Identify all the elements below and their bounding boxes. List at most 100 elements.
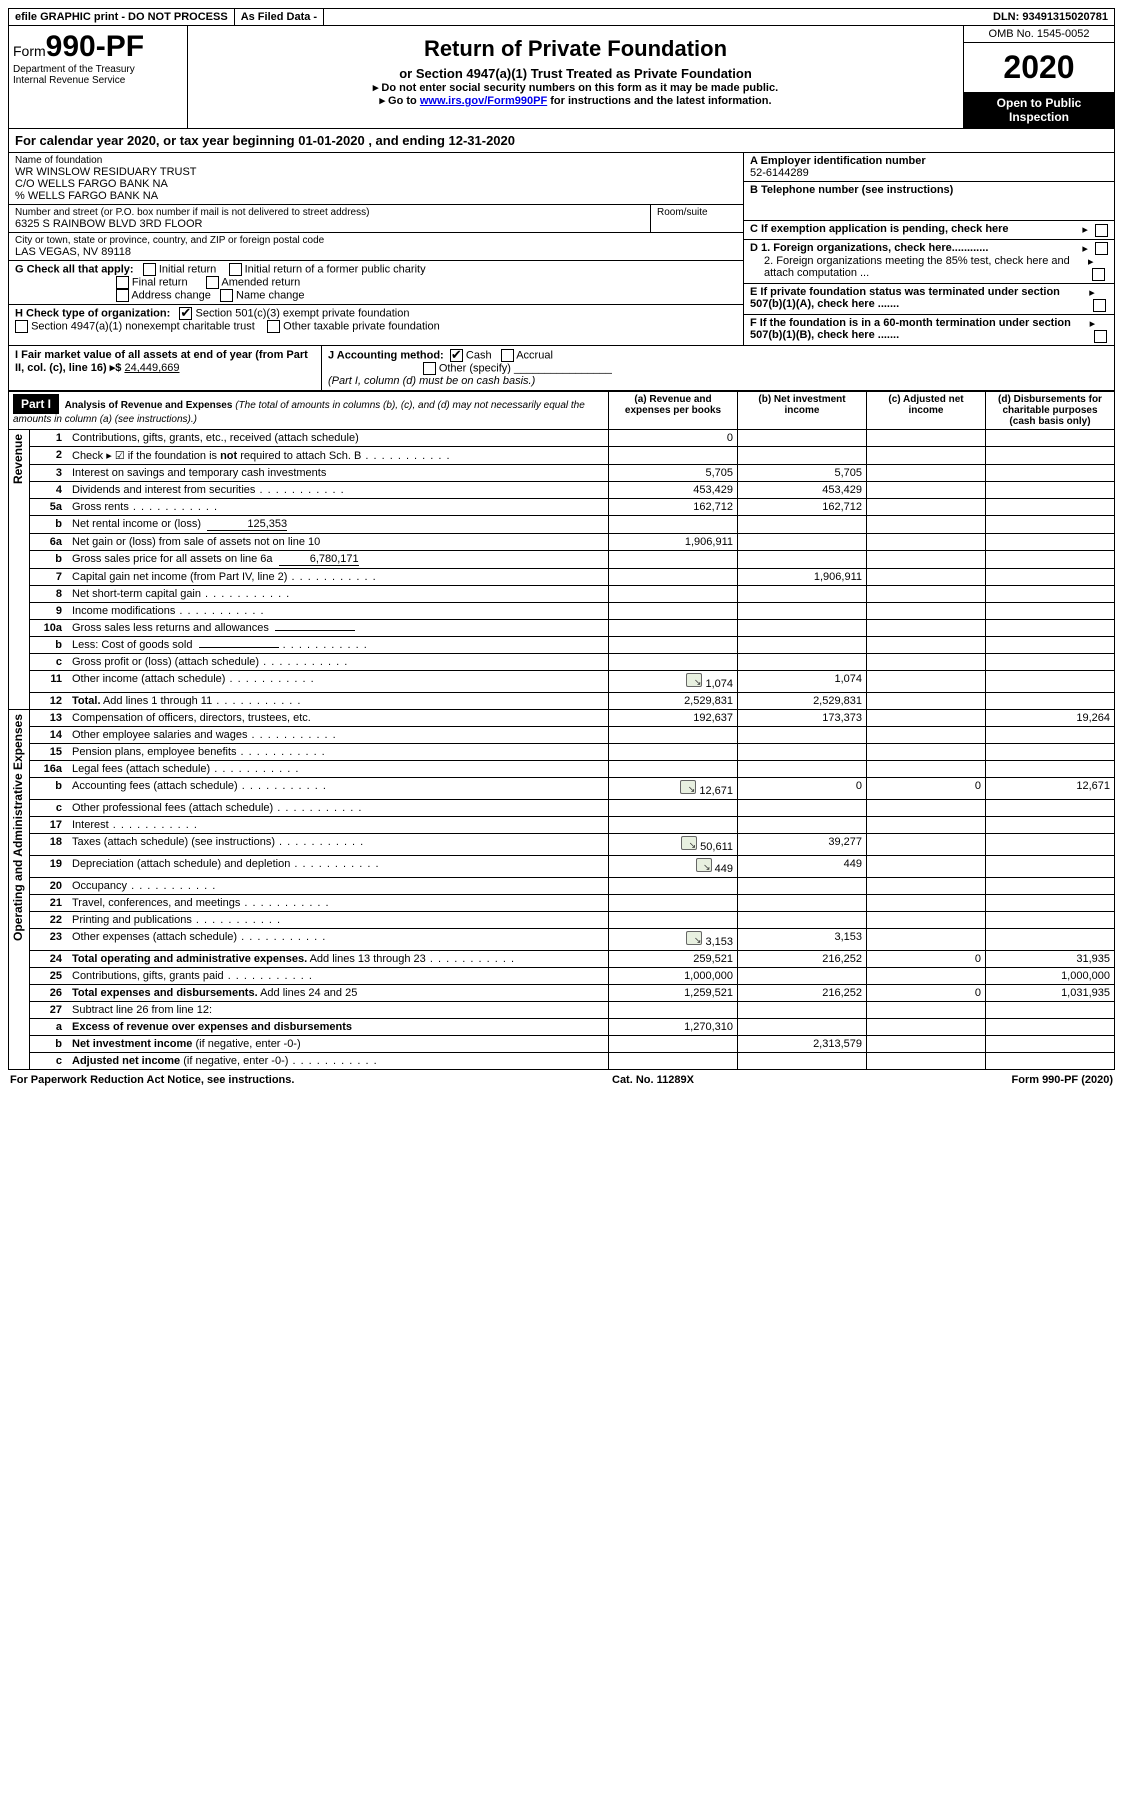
line-number: 15 (30, 744, 69, 761)
amount-cell (867, 430, 986, 447)
g-opt-addr: Address change (131, 289, 211, 301)
amount-cell (867, 710, 986, 727)
foundation-pct: % WELLS FARGO BANK NA (15, 190, 737, 202)
line-description: Printing and publications (68, 912, 609, 929)
line-description: Total operating and administrative expen… (68, 951, 609, 968)
schedule-icon[interactable] (696, 858, 712, 872)
amount-cell: 1,906,911 (609, 534, 738, 551)
line-number: 19 (30, 856, 69, 878)
line-description: Gross sales less returns and allowances (68, 620, 609, 637)
c-check[interactable] (1095, 224, 1108, 237)
line-number: 4 (30, 482, 69, 499)
schedule-icon[interactable] (680, 780, 696, 794)
line-description: Income modifications (68, 603, 609, 620)
line-description: Capital gain net income (from Part IV, l… (68, 569, 609, 586)
room-suite-label: Room/suite (650, 205, 743, 232)
other-method-check[interactable] (423, 362, 436, 375)
line-description: Occupancy (68, 878, 609, 895)
amount-cell (867, 482, 986, 499)
amount-cell (738, 744, 867, 761)
amount-cell: 1,074 (609, 671, 738, 693)
amount-cell: 216,252 (738, 985, 867, 1002)
section-4947-check[interactable] (15, 320, 28, 333)
d1-label: D 1. Foreign organizations, check here..… (750, 242, 988, 254)
amount-cell (867, 1019, 986, 1036)
f-check[interactable] (1094, 330, 1107, 343)
table-row: 15Pension plans, employee benefits (9, 744, 1115, 761)
amount-cell (609, 1053, 738, 1070)
amount-cell (738, 727, 867, 744)
amended-return-check[interactable] (206, 276, 219, 289)
line-number: 27 (30, 1002, 69, 1019)
amount-cell (867, 968, 986, 985)
amount-cell: 1,000,000 (986, 968, 1115, 985)
arrow-icon: ▸ (1089, 287, 1095, 299)
amount-cell (986, 671, 1115, 693)
line-description: Other professional fees (attach schedule… (68, 800, 609, 817)
schedule-icon[interactable] (686, 931, 702, 945)
form-header: Form990-PF Department of the Treasury In… (8, 26, 1115, 129)
form-subtitle: or Section 4947(a)(1) Trust Treated as P… (194, 66, 957, 81)
line-description: Adjusted net income (if negative, enter … (68, 1053, 609, 1070)
table-row: cGross profit or (loss) (attach schedule… (9, 654, 1115, 671)
col-d-header: (d) Disbursements for charitable purpose… (986, 392, 1115, 430)
amount-cell: 453,429 (738, 482, 867, 499)
c-exemption-cell: C If exemption application is pending, c… (744, 221, 1114, 240)
amount-cell (986, 620, 1115, 637)
foundation-name: WR WINSLOW RESIDUARY TRUST (15, 166, 737, 178)
amount-cell: 2,529,831 (609, 693, 738, 710)
calendar-year-line: For calendar year 2020, or tax year begi… (8, 129, 1115, 153)
paperwork-notice: For Paperwork Reduction Act Notice, see … (10, 1074, 294, 1086)
amount-cell: 1,270,310 (609, 1019, 738, 1036)
line-number: b (30, 516, 69, 534)
amount-cell (738, 603, 867, 620)
table-row: 22Printing and publications (9, 912, 1115, 929)
line-description: Gross sales price for all assets on line… (68, 551, 609, 569)
initial-public-check[interactable] (229, 263, 242, 276)
line-number: 2 (30, 447, 69, 465)
line-description: Legal fees (attach schedule) (68, 761, 609, 778)
amount-cell: 259,521 (609, 951, 738, 968)
line-description: Total expenses and disbursements. Add li… (68, 985, 609, 1002)
table-row: 9Income modifications (9, 603, 1115, 620)
amount-cell (609, 551, 738, 569)
cash-check[interactable] (450, 349, 463, 362)
amount-cell (738, 447, 867, 465)
line-description: Interest on savings and temporary cash i… (68, 465, 609, 482)
line-number: 13 (30, 710, 69, 727)
amount-cell: 162,712 (738, 499, 867, 516)
table-row: 25Contributions, gifts, grants paid1,000… (9, 968, 1115, 985)
amount-cell (986, 878, 1115, 895)
amount-cell (738, 968, 867, 985)
accrual-check[interactable] (501, 349, 514, 362)
warn-link-line: ▸ Go to www.irs.gov/Form990PF for instru… (194, 94, 957, 107)
f-label: F If the foundation is in a 60-month ter… (750, 317, 1090, 341)
table-row: bNet rental income or (loss) 125,353 (9, 516, 1115, 534)
amount-cell (738, 1019, 867, 1036)
street-address: 6325 S RAINBOW BLVD 3RD FLOOR (15, 218, 644, 230)
amount-cell (867, 603, 986, 620)
instructions-link[interactable]: www.irs.gov/Form990PF (420, 95, 547, 107)
final-return-check[interactable] (116, 276, 129, 289)
address-change-check[interactable] (116, 289, 129, 302)
e-check[interactable] (1093, 299, 1106, 312)
other-taxable-check[interactable] (267, 320, 280, 333)
i-j-row: I Fair market value of all assets at end… (8, 346, 1115, 391)
amount-cell (867, 620, 986, 637)
col-c-header: (c) Adjusted net income (867, 392, 986, 430)
amount-cell (867, 1002, 986, 1019)
amount-cell (738, 817, 867, 834)
j-note: (Part I, column (d) must be on cash basi… (328, 375, 535, 387)
section-501c3-check[interactable] (179, 307, 192, 320)
name-change-check[interactable] (220, 289, 233, 302)
initial-return-check[interactable] (143, 263, 156, 276)
d1-check[interactable] (1095, 242, 1108, 255)
amount-cell (986, 727, 1115, 744)
amount-cell (738, 1053, 867, 1070)
amount-cell (609, 744, 738, 761)
schedule-icon[interactable] (686, 673, 702, 687)
amount-cell (867, 551, 986, 569)
table-row: 23Other expenses (attach schedule) 3,153… (9, 929, 1115, 951)
schedule-icon[interactable] (681, 836, 697, 850)
d2-check[interactable] (1092, 268, 1105, 281)
